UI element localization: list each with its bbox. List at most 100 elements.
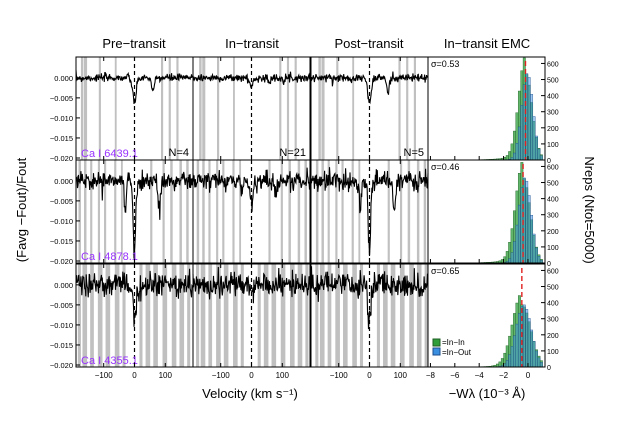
histogram-bar-in-out <box>535 247 538 264</box>
x-tick-label: 0 <box>249 371 254 380</box>
masked-band <box>335 160 338 263</box>
masked-band <box>294 57 297 160</box>
velocity-panel-r2-c2: −100 0 100 <box>310 263 429 380</box>
histogram-bar-in-out <box>537 256 541 264</box>
histogram-panel-r0: σ=0.53 0 100 200 300 400 500 600 <box>427 56 559 165</box>
masked-band <box>98 57 101 160</box>
masked-band <box>153 264 158 367</box>
histogram-bar-in-out <box>537 148 541 161</box>
masked-band <box>383 264 388 367</box>
histogram-bar-in-out <box>527 195 531 264</box>
masked-band <box>321 160 324 263</box>
masked-band <box>390 264 396 367</box>
count-tick-label: 300 <box>547 213 559 220</box>
count-tick-label: 0 <box>547 365 551 372</box>
histogram-bar-in-out <box>535 350 538 368</box>
legend-label-in-out: =In−Out <box>442 348 472 357</box>
masked-band <box>223 264 229 367</box>
x-axis-label-velocity: Velocity (km s⁻¹) <box>202 386 298 401</box>
masked-band <box>90 160 93 263</box>
line-label: Ca I 4355.1 <box>81 355 138 367</box>
masked-band <box>406 57 409 160</box>
masked-band <box>352 264 357 367</box>
histogram-bar-in-out <box>515 224 519 264</box>
histogram-bar-in-out <box>530 329 534 368</box>
masked-band <box>145 264 151 367</box>
count-tick-label: 0 <box>547 158 551 165</box>
count-tick-label: 600 <box>547 61 559 68</box>
count-tick-label: 200 <box>547 333 559 340</box>
histogram-bar-in-out <box>517 126 521 161</box>
spectrum-line <box>310 167 429 257</box>
masked-band <box>97 264 103 367</box>
sigma-label: σ=0.65 <box>431 266 459 276</box>
histogram-bar-in-out <box>508 258 512 264</box>
masked-band <box>399 264 405 367</box>
y-tick-label: 0.000 <box>54 281 73 290</box>
legend-swatch-in-out <box>432 347 441 356</box>
histogram-bar-in-out <box>510 346 514 368</box>
masked-band <box>327 160 330 263</box>
count-tick-label: 400 <box>547 301 559 308</box>
y-tick-label: −0.010 <box>50 321 73 330</box>
y-tick-label: 0.000 <box>54 177 73 186</box>
y-tick-label: −0.005 <box>50 197 73 206</box>
histogram-bar-in-out <box>532 116 536 161</box>
masked-band <box>232 160 235 263</box>
masked-band <box>202 57 206 160</box>
histogram-bar-in-out <box>505 360 509 368</box>
masked-band <box>398 57 401 160</box>
masked-band <box>196 160 200 263</box>
masked-band <box>97 160 101 263</box>
masked-band <box>413 57 416 160</box>
panel-frame <box>427 159 546 264</box>
masked-band <box>279 57 282 160</box>
masked-band <box>315 160 319 263</box>
masked-band <box>160 57 164 160</box>
spectrum-line <box>310 266 429 330</box>
masked-band <box>315 264 319 367</box>
masked-band <box>268 160 271 263</box>
count-tick-label: 100 <box>547 349 559 356</box>
masked-band <box>399 160 403 263</box>
masked-band <box>162 264 168 367</box>
masked-band <box>122 264 126 367</box>
histogram-bar-in-out <box>535 135 538 161</box>
masked-band <box>162 160 165 263</box>
histogram-bar-in-out <box>525 309 529 368</box>
count-tick-label: 100 <box>547 142 559 149</box>
ew-tick-label: −6 <box>450 371 460 380</box>
masked-band <box>318 57 321 160</box>
count-tick-label: 500 <box>547 285 559 292</box>
masked-band <box>150 160 153 263</box>
histogram-bar-in-out <box>510 252 514 264</box>
histogram-bar-in-out <box>513 241 516 264</box>
masked-band <box>179 160 182 263</box>
masked-band <box>84 57 88 160</box>
masked-band <box>321 57 325 160</box>
velocity-panel-r1-c1 <box>192 159 311 264</box>
masked-band <box>202 160 205 263</box>
histogram-bar-in-out <box>527 77 531 161</box>
masked-band <box>114 264 120 367</box>
count-tick-label: 600 <box>547 164 559 171</box>
column-title-in: In−transit <box>225 36 279 51</box>
x-tick-label: 0 <box>132 371 137 380</box>
masked-band <box>171 264 177 367</box>
masked-band <box>407 160 411 263</box>
count-tick-label: 100 <box>547 245 559 252</box>
masked-band <box>176 57 179 160</box>
x-tick-label: 100 <box>159 371 173 380</box>
spectrum-line <box>75 268 194 327</box>
masked-band <box>90 264 94 367</box>
histogram-panel-r2: σ=0.65 0 100 200 300 400 500 600 −8 −6 −4 −2 0 =In−In… <box>426 263 559 380</box>
line-label: Ca I 4878.1 <box>81 251 138 263</box>
panel-frame <box>427 263 546 368</box>
count-tick-label: 300 <box>547 317 559 324</box>
y-axis-label-left: (Favg −Fout)/Fout <box>14 157 29 262</box>
count-tick-label: 400 <box>547 94 559 101</box>
masked-band <box>257 264 261 367</box>
histogram-bar-in-out <box>508 354 512 368</box>
y-tick-label: −0.005 <box>50 94 73 103</box>
masked-band <box>216 160 219 263</box>
